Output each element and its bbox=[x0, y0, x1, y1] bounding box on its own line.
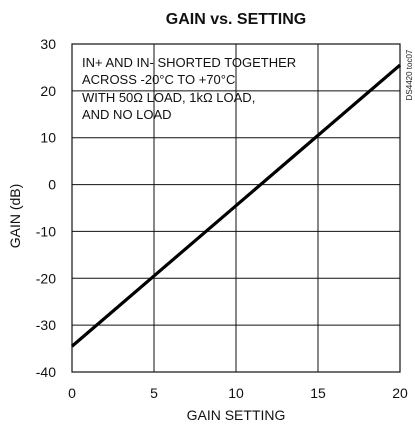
x-tick-label-1: 5 bbox=[150, 385, 158, 401]
annotation-line-4: AND NO LOAD bbox=[82, 107, 172, 122]
y-tick-label-0: -40 bbox=[36, 364, 56, 380]
y-tick-label-1: -30 bbox=[36, 317, 56, 333]
y-tick-label-7: 30 bbox=[40, 36, 56, 52]
annotation-line-1: IN+ AND IN- SHORTED TOGETHER bbox=[82, 55, 296, 70]
y-tick-label-6: 20 bbox=[40, 83, 56, 99]
x-tick-label-0: 0 bbox=[68, 385, 76, 401]
grid bbox=[72, 44, 400, 372]
x-tick-label-3: 15 bbox=[310, 385, 326, 401]
y-tick-label-4: 0 bbox=[48, 177, 56, 193]
x-tick-labels: 0 5 10 15 20 bbox=[68, 385, 408, 401]
series-layer bbox=[70, 63, 402, 348]
chart-title: GAIN vs. SETTING bbox=[166, 11, 306, 28]
plot-frame bbox=[71, 43, 401, 373]
figure-id: DS4420 toc07 bbox=[405, 49, 414, 100]
x-tick-label-4: 20 bbox=[392, 385, 408, 401]
y-tick-label-2: -20 bbox=[36, 270, 56, 286]
x-axis-label: GAIN SETTING bbox=[187, 407, 286, 423]
annotation: IN+ AND IN- SHORTED TOGETHER ACROSS -20°… bbox=[82, 55, 296, 122]
y-axis-label: GAIN (dB) bbox=[7, 184, 23, 249]
annotation-line-2: ACROSS -20°C TO +70°C bbox=[82, 72, 235, 87]
x-tick-label-2: 10 bbox=[228, 385, 244, 401]
y-tick-label-5: 10 bbox=[40, 130, 56, 146]
y-tick-label-3: -10 bbox=[36, 223, 56, 239]
y-tick-labels: -40 -30 -20 -10 0 10 20 30 bbox=[36, 36, 56, 380]
annotation-line-3: WITH 50Ω LOAD, 1kΩ LOAD, bbox=[82, 90, 255, 105]
series-line-0 bbox=[70, 63, 402, 348]
